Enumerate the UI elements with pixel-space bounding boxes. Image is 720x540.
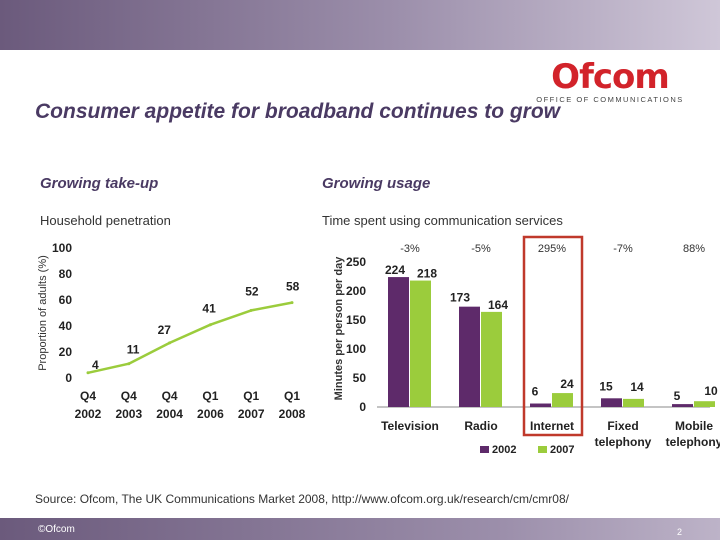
legend-swatch-2007 <box>538 446 547 453</box>
x-tick-label-quarter: Q4 <box>162 389 178 403</box>
x-tick-label-year: 2004 <box>156 407 183 421</box>
bar-2007-internet <box>552 393 573 407</box>
bar-value-label: 15 <box>599 379 613 393</box>
change-label: 88% <box>683 243 705 255</box>
logo-subtext: OFFICE OF COMMUNICATIONS <box>536 95 684 104</box>
category-label: Television <box>381 419 439 433</box>
bar-2007-fixed-telephony <box>623 398 644 407</box>
bar-value-label: 218 <box>417 267 437 281</box>
bar-2007-television <box>410 280 431 407</box>
y-tick-label: 0 <box>359 400 366 414</box>
bar-2007-radio <box>481 311 502 407</box>
y-tick-label: 20 <box>59 345 73 359</box>
line-point <box>168 341 172 345</box>
x-tick-label-quarter: Q1 <box>284 389 300 403</box>
x-tick-label-year: 2003 <box>115 407 142 421</box>
x-tick-label-quarter: Q4 <box>121 389 137 403</box>
logo-wordmark: Ofcom <box>551 57 670 97</box>
y-tick-label: 0 <box>65 371 72 385</box>
category-label: Radio <box>464 419 497 433</box>
x-tick-label-quarter: Q1 <box>243 389 259 403</box>
x-tick-label-quarter: Q4 <box>80 389 96 403</box>
legend-swatch-2002 <box>480 446 489 453</box>
bar-2002-television <box>388 277 409 407</box>
y-tick-label: 60 <box>59 293 73 307</box>
bar-2002-radio <box>459 306 480 407</box>
footer-bar: ©Ofcom 2 <box>0 518 720 540</box>
change-label: -7% <box>613 243 633 255</box>
category-label-line2: telephony <box>666 435 720 449</box>
left-section-title: Growing take-up <box>40 175 159 192</box>
y-axis-label: Proportion of adults (%) <box>37 255 49 371</box>
data-label: 27 <box>158 323 172 337</box>
penetration-line <box>87 301 293 375</box>
y-tick-label: 250 <box>346 255 366 269</box>
time-spent-chart: Minutes per person per day05010015020025… <box>333 235 720 456</box>
bar-value-label: 10 <box>704 384 718 398</box>
category-label-line1: Mobile <box>675 419 713 433</box>
change-label: -3% <box>400 243 420 255</box>
line-point <box>127 362 131 366</box>
right-subtitle: Time spent using communication services <box>322 213 563 228</box>
y-tick-label: 40 <box>59 319 73 333</box>
data-label: 52 <box>245 284 259 298</box>
line-point <box>290 301 294 305</box>
category-label-line2: telephony <box>595 435 652 449</box>
household-penetration-chart: Proportion of adults (%) 0 20 40 60 80 100 4 11 2… <box>37 241 306 421</box>
bar-value-label: 24 <box>560 377 574 391</box>
internet-highlight-box <box>522 235 584 437</box>
bar-2002-fixed-telephony <box>601 398 622 407</box>
data-label: 4 <box>92 358 99 372</box>
y-tick-label: 80 <box>59 267 73 281</box>
bar-value-label: 164 <box>488 298 508 312</box>
bar-value-label: 224 <box>385 263 405 277</box>
x-tick-label-quarter: Q1 <box>202 389 218 403</box>
right-section-title: Growing usage <box>322 175 431 192</box>
category-label: Internet <box>530 419 574 433</box>
y-tick-label: 100 <box>52 241 72 255</box>
change-label: 295% <box>538 243 566 255</box>
page-number: 2 <box>676 527 682 537</box>
header-bar <box>0 0 720 50</box>
bar-2002-internet <box>530 403 551 407</box>
y-tick-label: 100 <box>346 342 366 356</box>
category-label-line1: Fixed <box>607 419 638 433</box>
data-label: 41 <box>202 302 216 316</box>
x-tick-label-year: 2007 <box>238 407 265 421</box>
bar-2007-mobile-telephony <box>694 401 715 407</box>
line-point <box>86 371 90 375</box>
y-tick-label: 50 <box>353 371 367 385</box>
bar-2002-mobile-telephony <box>672 404 693 407</box>
y-axis-label: Minutes per person per day <box>333 256 345 401</box>
bar-value-label: 6 <box>532 385 539 399</box>
x-tick-label-year: 2008 <box>279 407 306 421</box>
legend-label-2002: 2002 <box>492 444 516 456</box>
bar-value-label: 5 <box>674 389 681 403</box>
bar-value-label: 173 <box>450 291 470 305</box>
line-point <box>208 323 212 327</box>
x-tick-label-year: 2002 <box>75 407 102 421</box>
change-label: -5% <box>471 243 491 255</box>
source-note: Source: Ofcom, The UK Communications Mar… <box>35 492 569 506</box>
data-label: 11 <box>127 343 140 357</box>
y-tick-label: 200 <box>346 284 366 298</box>
left-subtitle: Household penetration <box>40 213 171 228</box>
ofcom-logo: Ofcom OFFICE OF COMMUNICATIONS <box>535 60 685 104</box>
data-label: 58 <box>286 280 300 294</box>
slide-title: Consumer appetite for broadband continue… <box>35 100 561 123</box>
legend-label-2007: 2007 <box>550 444 574 456</box>
y-tick-label: 150 <box>346 313 366 327</box>
x-tick-label-year: 2006 <box>197 407 224 421</box>
line-point <box>249 308 253 312</box>
bar-value-label: 14 <box>630 380 644 394</box>
footer-copyright: ©Ofcom <box>38 524 75 535</box>
